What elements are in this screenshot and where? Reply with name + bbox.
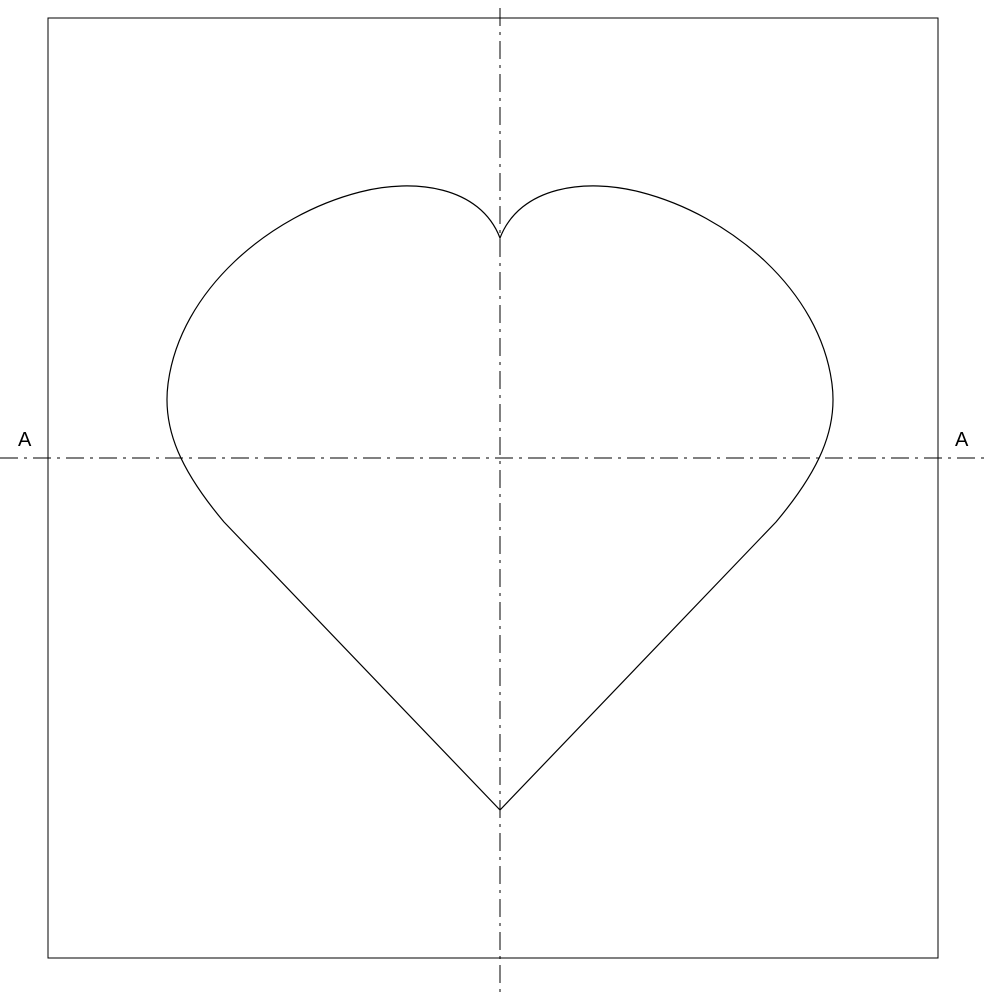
drawing-canvas: A A: [0, 0, 990, 1000]
section-label-left: A: [18, 429, 32, 451]
outer-frame: [48, 18, 938, 958]
section-label-right: A: [955, 429, 969, 451]
